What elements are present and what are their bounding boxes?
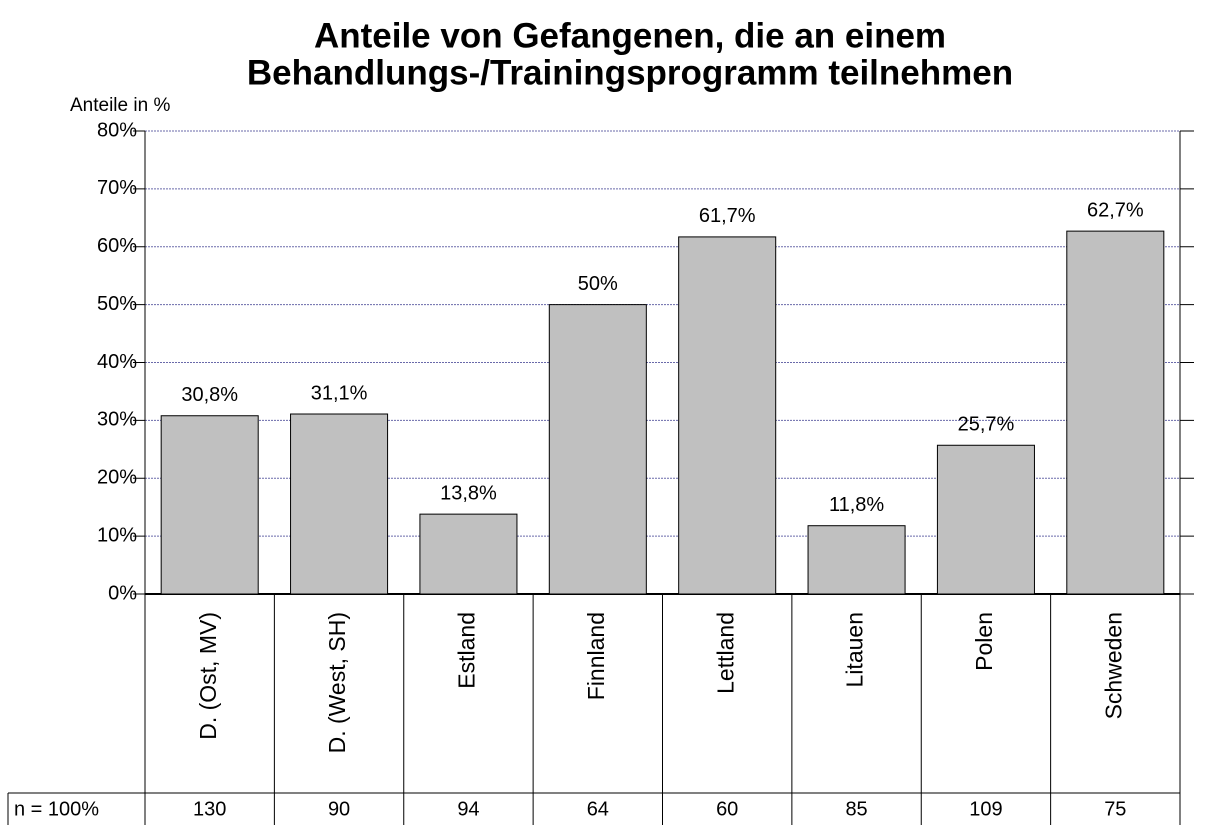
data-label: 25,7% [958,414,1015,436]
bar [807,525,906,595]
y-tick-label: 60% [97,235,137,257]
data-label: 11,8% [829,494,884,516]
y-tick-label: 20% [97,467,137,489]
n-value: 130 [193,798,226,820]
y-axis-label: Anteile in % [70,95,170,116]
n-value: 60 [716,798,738,820]
bar [1066,230,1165,595]
x-tick-label: Finnland [583,612,609,700]
n-value: 64 [587,798,609,820]
bar [936,444,1035,595]
bar [548,304,647,595]
data-label: 13,8% [440,482,497,504]
data-label: 61,7% [699,205,756,227]
data-label: 50% [578,273,618,295]
y-tick-label: 0% [108,582,137,604]
data-label: 31,1% [311,382,368,404]
n-value: 94 [457,798,479,820]
y-tick-label: 40% [97,351,137,373]
y-tick-label: 50% [97,293,137,315]
x-tick-label: D. (Ost, MV) [195,612,221,740]
y-tick-label: 70% [97,177,137,199]
data-label: 62,7% [1087,199,1144,221]
n-value: 90 [328,798,350,820]
x-tick-label: Schweden [1100,612,1126,719]
chart-title: Anteile von Gefangenen, die an einem [314,16,946,55]
x-tick-label: Polen [971,612,997,671]
bar [160,415,259,595]
n-value: 85 [845,798,867,820]
x-tick-label: Estland [454,612,480,689]
x-tick-label: Lettland [712,612,738,694]
n-value: 109 [969,798,1002,820]
y-tick-label: 30% [97,409,137,431]
y-tick-label: 10% [97,524,137,546]
n-value: 75 [1104,798,1126,820]
data-label: 30,8% [181,384,238,406]
bar [678,236,777,595]
y-tick-label: 80% [97,119,137,141]
table-header: n = 100% [14,798,99,820]
x-tick-label: D. (West, SH) [324,612,350,753]
bar [290,413,389,595]
x-tick-label: Litauen [842,612,868,687]
bar [419,513,518,595]
chart-title: Behandlungs-/Trainingsprogramm teilnehme… [247,53,1013,92]
